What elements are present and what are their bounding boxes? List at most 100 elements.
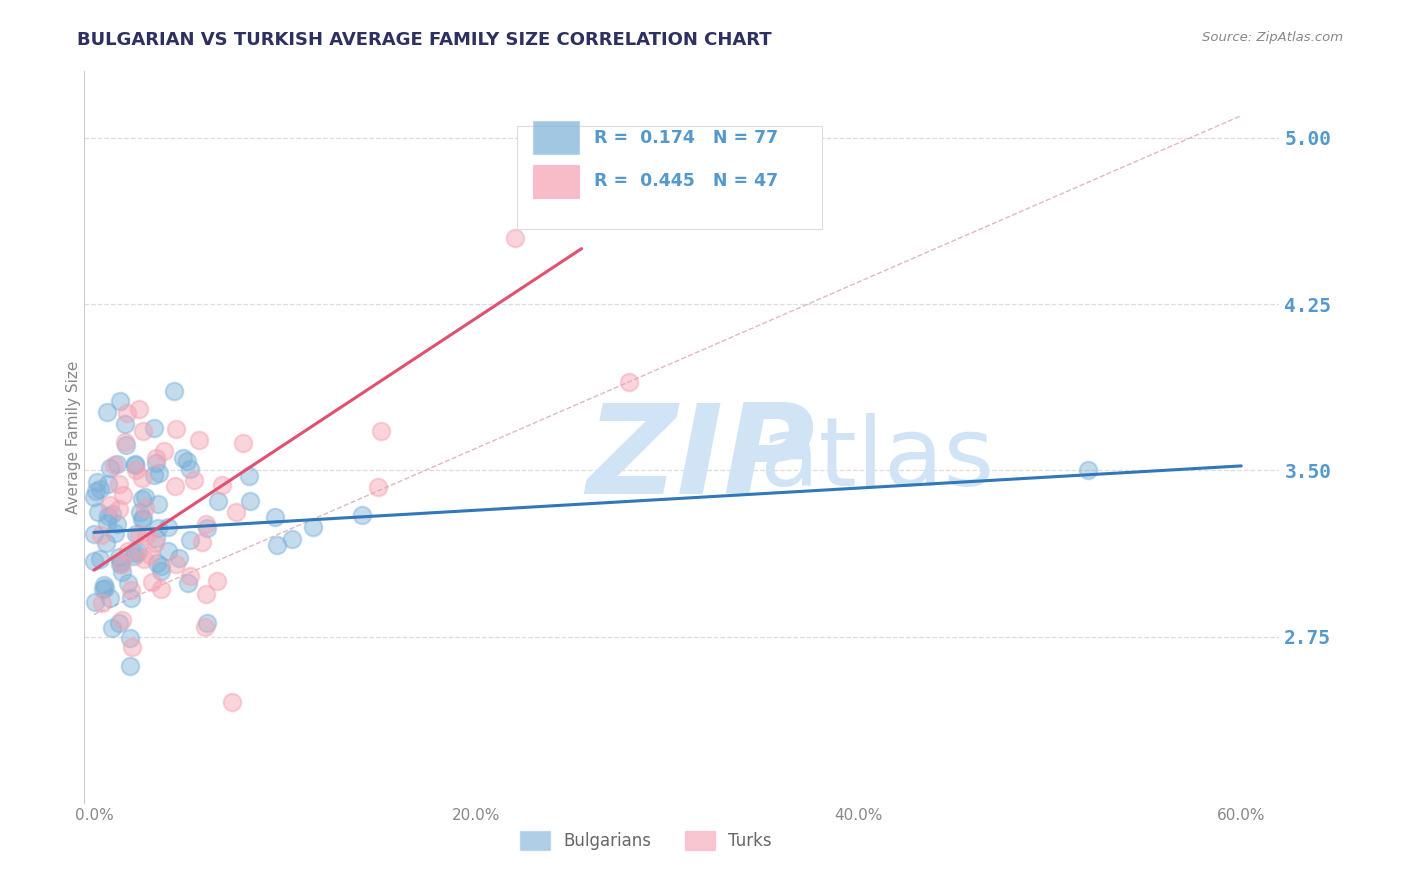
- Point: [167, 550, 190, 565]
- FancyBboxPatch shape: [533, 165, 579, 198]
- Point: [145, 450, 167, 465]
- Point: [165, 478, 187, 492]
- Point: [350, 508, 373, 522]
- Point: [101, 621, 124, 635]
- Point: [84, 595, 107, 609]
- Y-axis label: Average Family Size: Average Family Size: [66, 360, 80, 514]
- Point: [165, 422, 187, 436]
- Point: [141, 575, 163, 590]
- Point: [96, 405, 118, 419]
- Point: [281, 532, 304, 546]
- Text: ZIP: ZIP: [586, 399, 815, 519]
- Point: [179, 462, 201, 476]
- Point: [134, 491, 156, 505]
- Point: [114, 434, 136, 449]
- Point: [127, 544, 149, 558]
- Point: [146, 521, 169, 535]
- Point: [194, 517, 217, 532]
- Legend: Bulgarians, Turks: Bulgarians, Turks: [513, 824, 779, 856]
- Point: [118, 658, 141, 673]
- Point: [177, 575, 200, 590]
- Point: [108, 477, 131, 491]
- Point: [135, 529, 157, 543]
- Point: [153, 443, 176, 458]
- Point: [87, 505, 110, 519]
- Point: [131, 471, 153, 485]
- Point: [156, 520, 179, 534]
- Point: [143, 420, 166, 434]
- Point: [207, 494, 229, 508]
- Point: [195, 616, 218, 631]
- Point: [179, 533, 201, 548]
- Point: [156, 543, 179, 558]
- Point: [90, 527, 112, 541]
- Point: [132, 551, 155, 566]
- Point: [128, 528, 150, 542]
- Point: [97, 509, 120, 524]
- Point: [115, 406, 138, 420]
- Point: [1077, 463, 1099, 477]
- Point: [108, 615, 131, 630]
- Point: [120, 582, 142, 597]
- Point: [207, 574, 229, 588]
- Point: [194, 619, 217, 633]
- Point: [148, 466, 170, 480]
- Point: [111, 613, 134, 627]
- Point: [103, 458, 125, 472]
- Point: [125, 463, 148, 477]
- Point: [108, 394, 131, 409]
- Point: [131, 491, 153, 506]
- Point: [129, 505, 152, 519]
- Point: [163, 384, 186, 398]
- Point: [100, 498, 122, 512]
- Point: [100, 507, 122, 521]
- Point: [107, 549, 129, 564]
- Point: [120, 591, 142, 605]
- Point: [221, 695, 243, 709]
- Point: [105, 457, 128, 471]
- Point: [149, 564, 172, 578]
- Point: [195, 521, 218, 535]
- Point: [145, 535, 167, 549]
- Point: [114, 417, 136, 432]
- Point: [132, 511, 155, 525]
- Point: [117, 576, 139, 591]
- Text: atlas: atlas: [759, 412, 994, 506]
- Point: [134, 500, 156, 515]
- Point: [83, 491, 105, 505]
- FancyBboxPatch shape: [517, 126, 821, 228]
- Point: [146, 557, 169, 571]
- Point: [238, 469, 260, 483]
- Point: [150, 582, 173, 596]
- Point: [131, 424, 153, 438]
- Point: [191, 535, 214, 549]
- Point: [90, 597, 112, 611]
- Point: [165, 557, 187, 571]
- Point: [211, 478, 233, 492]
- Text: Source: ZipAtlas.com: Source: ZipAtlas.com: [1202, 31, 1343, 45]
- Point: [125, 527, 148, 541]
- Point: [370, 424, 392, 438]
- Point: [117, 543, 139, 558]
- Point: [89, 551, 111, 566]
- Point: [302, 519, 325, 533]
- Point: [93, 582, 115, 597]
- Point: [266, 538, 288, 552]
- Point: [110, 565, 132, 579]
- Point: [83, 527, 105, 541]
- Point: [195, 586, 218, 600]
- Point: [89, 483, 111, 497]
- Point: [172, 450, 194, 465]
- Point: [179, 568, 201, 582]
- Point: [124, 546, 146, 560]
- Point: [239, 494, 262, 508]
- Point: [128, 402, 150, 417]
- Point: [83, 554, 105, 568]
- Text: R =  0.174   N = 77: R = 0.174 N = 77: [593, 128, 778, 146]
- Point: [148, 497, 170, 511]
- Point: [111, 557, 134, 571]
- Point: [149, 558, 172, 573]
- Point: [139, 549, 162, 563]
- FancyBboxPatch shape: [533, 121, 579, 154]
- Point: [120, 631, 142, 645]
